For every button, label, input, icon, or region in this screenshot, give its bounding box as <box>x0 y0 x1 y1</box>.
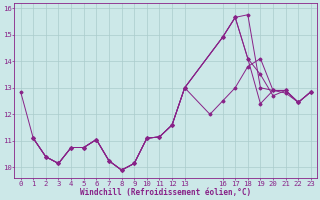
X-axis label: Windchill (Refroidissement éolien,°C): Windchill (Refroidissement éolien,°C) <box>80 188 251 197</box>
